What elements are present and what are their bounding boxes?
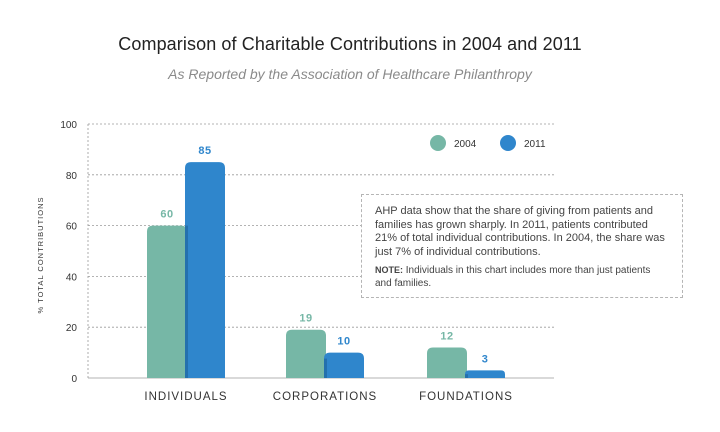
chart-title: Comparison of Charitable Contributions i…: [118, 34, 582, 54]
category-label-corporations: CORPORATIONS: [273, 391, 377, 403]
bar-2004-corporations: [286, 329, 326, 378]
legend-label-2011: 2011: [524, 139, 546, 150]
annotation-box: AHP data show that the share of giving f…: [361, 194, 683, 298]
annotation-text: AHP data show that the share of giving f…: [375, 205, 665, 258]
y-tick-label: 60: [66, 222, 78, 233]
annotation-footnote-text: Individuals in this chart includes more …: [375, 265, 651, 289]
data-labels: 60 85 19 10 12 3: [160, 145, 489, 365]
y-axis-label: % TOTAL CONTRIBUTIONS: [36, 197, 45, 314]
legend-swatch-2011: [500, 135, 516, 151]
annotation-footnote: NOTE: Individuals in this chart includes…: [375, 264, 669, 290]
category-label-individuals: INDIVIDUALS: [144, 391, 227, 403]
category-labels: INDIVIDUALS CORPORATIONS FOUNDATIONS: [144, 391, 513, 403]
bar-2011-foundations: [465, 370, 505, 378]
y-tick-label: 100: [60, 120, 77, 131]
category-label-foundations: FOUNDATIONS: [419, 391, 513, 403]
legend-label-2004: 2004: [454, 139, 477, 150]
bar-2011-corporations: [324, 352, 364, 378]
data-label-2004-individuals: 60: [160, 209, 173, 221]
bar-2004-individuals: [147, 225, 187, 378]
bar-shadow-individuals: [185, 225, 188, 378]
y-tick-label: 0: [71, 374, 77, 385]
y-tick-label: 40: [66, 272, 78, 283]
data-label-2011-individuals: 85: [198, 145, 211, 157]
bar-shadow-foundations: [465, 374, 468, 378]
bars: [147, 162, 505, 378]
bar-2011-individuals: [185, 162, 225, 378]
data-label-2011-foundations: 3: [482, 353, 489, 365]
bar-2004-foundations: [427, 347, 467, 378]
data-label-2004-foundations: 12: [440, 331, 453, 343]
legend-swatch-2004: [430, 135, 446, 151]
annotation-note-label: NOTE:: [375, 265, 403, 275]
legend: 2004 2011: [430, 135, 546, 151]
chart-subtitle: As Reported by the Association of Health…: [168, 66, 532, 82]
y-axis-ticks: 0 20 40 60 80 100: [60, 120, 77, 385]
y-tick-label: 80: [66, 171, 78, 182]
bar-shadow-corporations: [324, 358, 327, 378]
data-label-2004-corporations: 19: [299, 313, 312, 325]
data-label-2011-corporations: 10: [337, 336, 350, 348]
y-tick-label: 20: [66, 323, 78, 334]
